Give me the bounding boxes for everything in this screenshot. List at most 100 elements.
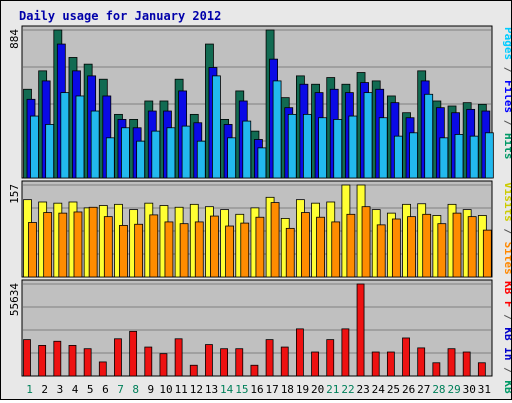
day-label: 1 — [26, 383, 33, 396]
bar — [121, 127, 130, 179]
legend-entry: Pages — [502, 27, 511, 60]
bar — [386, 351, 395, 377]
panel-background — [21, 279, 493, 377]
bar — [38, 345, 47, 377]
day-label: 25 — [387, 383, 400, 396]
day-label: 5 — [87, 383, 94, 396]
day-label: 15 — [235, 383, 248, 396]
day-label: 6 — [102, 383, 109, 396]
day-label: 21 — [326, 383, 339, 396]
day-label: 30 — [463, 383, 476, 396]
bar — [356, 283, 365, 377]
bar — [98, 361, 107, 377]
bar — [378, 117, 388, 179]
bar — [311, 351, 319, 377]
max-value-label: 55634 — [8, 283, 21, 316]
day-label: 17 — [266, 383, 279, 396]
bar — [341, 328, 350, 377]
bar — [437, 223, 447, 278]
bar — [43, 212, 53, 278]
day-label: 8 — [132, 383, 139, 396]
panel-top: 884 Pages / Files / Hits — [8, 25, 512, 179]
bar — [129, 330, 138, 377]
day-label: 2 — [41, 383, 48, 396]
bar — [462, 351, 471, 377]
day-label: 14 — [220, 383, 234, 396]
bar — [454, 134, 464, 179]
day-label: 26 — [402, 383, 415, 396]
series-sites — [28, 202, 492, 278]
bar — [302, 113, 312, 179]
bar — [270, 202, 280, 278]
day-label: 10 — [159, 383, 172, 396]
bar — [179, 223, 189, 278]
bar — [407, 216, 416, 278]
legend-entry: / — [502, 308, 511, 328]
panel-middle: 157 Visits / Sites — [8, 180, 512, 278]
bar — [333, 119, 343, 179]
legend-entry: Sites — [502, 242, 511, 275]
bar — [424, 93, 434, 179]
bar — [242, 120, 252, 179]
legend-entry: KB In — [502, 327, 511, 360]
legend-label: Visits / Sites — [502, 182, 511, 275]
day-label: 4 — [72, 383, 79, 396]
bar — [287, 113, 297, 179]
bar — [225, 225, 235, 278]
legend-entry: / — [502, 60, 511, 80]
bar — [348, 115, 358, 179]
bar — [212, 75, 221, 179]
max-value-label: 157 — [8, 184, 21, 204]
bar — [376, 224, 386, 278]
day-label: 24 — [372, 383, 386, 396]
legend-entry: Files — [502, 80, 511, 113]
day-label: 28 — [432, 383, 445, 396]
bar — [220, 348, 229, 377]
bar — [409, 132, 418, 179]
series-kb-f — [23, 283, 486, 377]
bar — [432, 362, 441, 377]
bar — [23, 339, 31, 377]
bar — [227, 137, 237, 179]
bar — [134, 223, 144, 278]
bar — [73, 211, 83, 278]
bar — [469, 135, 479, 179]
chart-title: Daily usage for January 2012 — [19, 9, 221, 23]
bar — [151, 130, 161, 179]
day-label: 16 — [250, 383, 263, 396]
panel-bottom: 55634 KB F / KB In / KB Out — [8, 279, 512, 403]
bar — [285, 227, 295, 278]
bar — [166, 127, 176, 179]
day-label: 27 — [417, 383, 430, 396]
bar — [58, 212, 68, 278]
bar — [45, 124, 55, 179]
bar — [371, 351, 380, 377]
bar — [255, 216, 265, 278]
bar — [149, 214, 159, 278]
bar — [88, 206, 98, 278]
bar — [482, 229, 492, 278]
bar — [60, 92, 70, 179]
legend-label: Pages / Files / Hits — [502, 27, 511, 160]
bar — [194, 221, 204, 278]
series-pages — [30, 75, 494, 179]
bar — [346, 213, 356, 278]
bar — [114, 338, 122, 377]
bar — [174, 338, 183, 377]
bar — [300, 212, 310, 278]
bar — [53, 340, 62, 377]
bar — [136, 140, 146, 179]
bar — [30, 115, 39, 179]
bar — [257, 147, 267, 179]
legend-entry: KB Out — [502, 380, 511, 399]
day-label: 22 — [341, 383, 354, 396]
bar — [391, 218, 401, 278]
day-label: 20 — [311, 383, 324, 396]
bar — [318, 117, 327, 179]
day-label: 23 — [357, 383, 370, 396]
bar — [280, 346, 289, 377]
bar — [272, 80, 282, 179]
